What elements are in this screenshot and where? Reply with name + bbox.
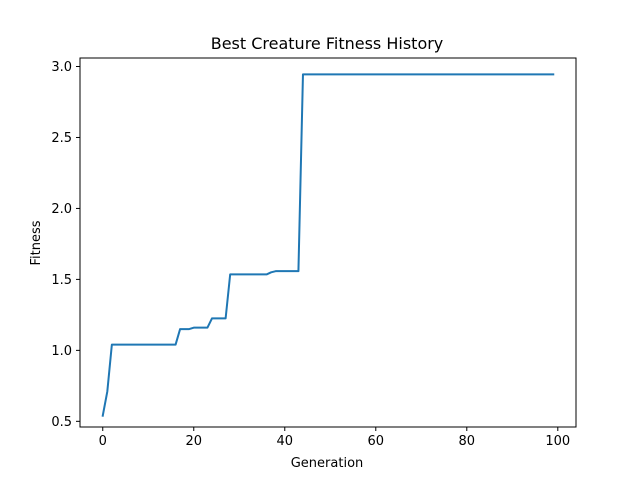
x-axis-label: Generation [291, 456, 364, 471]
y-tick-label: 2.0 [51, 202, 72, 217]
plot-area: 0 20 40 60 80 100 0.5 1.0 1.5 2.0 2.5 3.0 [51, 57, 577, 449]
x-tick-label: 20 [185, 434, 202, 449]
y-tick-label: 0.5 [51, 415, 72, 430]
y-tick-label: 2.5 [51, 131, 72, 146]
x-tick-label: 0 [99, 434, 107, 449]
x-tick-label: 40 [276, 434, 293, 449]
x-tick-label: 80 [459, 434, 476, 449]
y-tick-label: 1.5 [51, 273, 72, 288]
axes-frame [79, 57, 577, 428]
y-tick-label: 1.0 [51, 344, 72, 359]
x-tick-label: 60 [368, 434, 385, 449]
chart-title: Best Creature Fitness History [211, 34, 444, 53]
fitness-series-line [101, 73, 555, 417]
x-tick-label: 100 [545, 434, 570, 449]
y-tick-label: 3.0 [51, 60, 72, 75]
y-axis-label: Fitness [29, 220, 44, 265]
